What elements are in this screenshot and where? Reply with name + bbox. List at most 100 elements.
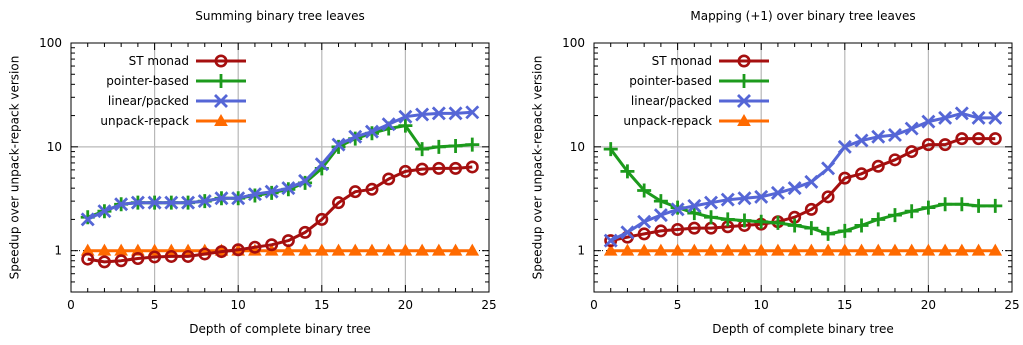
data-point <box>687 221 701 235</box>
data-point <box>905 145 919 159</box>
data-point <box>465 160 479 174</box>
data-point <box>398 243 413 256</box>
y-tick-label: 1 <box>54 244 62 258</box>
data-point <box>365 182 379 196</box>
data-point <box>888 243 902 256</box>
data-point <box>787 218 802 233</box>
data-point <box>81 252 95 266</box>
legend-item: linear/packed <box>108 94 246 108</box>
data-point <box>670 243 685 256</box>
series-line <box>610 111 996 242</box>
series-pointer-based <box>80 118 480 225</box>
data-point <box>449 161 463 175</box>
chart-title: Summing binary tree leaves <box>195 9 365 23</box>
data-point <box>988 132 1002 146</box>
data-point <box>704 210 719 225</box>
data-point <box>80 212 95 227</box>
data-point <box>247 187 262 202</box>
y-axis: 1 10 100 <box>562 36 1012 293</box>
data-point <box>148 250 162 264</box>
data-point <box>465 105 480 120</box>
data-point <box>97 204 112 219</box>
series-st-monad <box>81 160 479 269</box>
data-point <box>837 139 852 154</box>
data-point <box>415 142 430 157</box>
data-point <box>97 243 112 256</box>
x-axis-label: Depth of complete binary tree <box>712 322 894 336</box>
data-point <box>332 196 346 210</box>
legend-label: pointer-based <box>106 74 189 88</box>
legend-item: ST monad <box>129 54 246 68</box>
chart-summing: Summing binary tree leaves Depth of comp… <box>8 9 497 336</box>
data-point <box>331 137 346 152</box>
series-line <box>609 148 996 236</box>
data-point <box>855 167 869 181</box>
data-point <box>198 247 212 261</box>
data-point <box>381 243 396 256</box>
data-point <box>938 138 952 152</box>
x-tick-label: 25 <box>1004 298 1019 312</box>
x-tick-label: 0 <box>590 298 598 312</box>
data-point <box>264 184 279 199</box>
data-point <box>720 192 735 207</box>
data-point <box>432 161 446 175</box>
legend-label: ST monad <box>652 54 712 68</box>
data-point <box>737 191 752 206</box>
data-point <box>737 213 752 228</box>
x-tick-label: 25 <box>481 298 496 312</box>
data-point <box>231 243 245 257</box>
data-point <box>298 173 313 188</box>
plot-frame <box>70 42 490 293</box>
data-point <box>620 243 635 256</box>
x-axis-label: Depth of complete binary tree <box>189 322 371 336</box>
data-point <box>754 214 769 229</box>
data-point <box>921 200 936 215</box>
data-point <box>620 225 635 240</box>
data-point <box>298 243 312 256</box>
data-point <box>804 243 819 256</box>
data-point <box>837 223 852 238</box>
data-point <box>415 107 430 122</box>
data-point <box>448 106 463 121</box>
data-point <box>348 129 363 144</box>
data-point <box>720 243 735 256</box>
legend-item: ST monad <box>652 54 769 68</box>
data-point <box>787 243 802 256</box>
series-unpack-repack <box>603 243 1003 256</box>
y-tick-label: 100 <box>562 36 585 50</box>
x-tick-label: 15 <box>314 298 329 312</box>
data-point <box>938 110 953 125</box>
data-point <box>804 174 819 189</box>
data-point <box>315 212 329 226</box>
data-point <box>887 208 902 223</box>
data-point <box>382 172 396 186</box>
legend-label: unpack-repack <box>100 114 189 128</box>
data-point <box>314 243 329 256</box>
data-point <box>637 227 651 241</box>
data-point <box>147 195 162 210</box>
x-tick-label: 5 <box>674 298 682 312</box>
data-point <box>603 142 618 157</box>
data-point <box>298 225 312 239</box>
legend-item: unpack-repack <box>623 113 769 128</box>
data-point <box>114 197 129 212</box>
data-point <box>938 197 953 212</box>
data-point <box>164 195 179 210</box>
data-point <box>465 137 480 152</box>
data-point <box>904 204 919 219</box>
data-point <box>988 243 1003 256</box>
legend-marker <box>737 74 751 88</box>
y-tick-label: 100 <box>39 36 62 50</box>
data-point <box>771 243 785 256</box>
data-point <box>281 181 296 196</box>
series-st-monad <box>604 132 1002 248</box>
data-point <box>637 243 652 256</box>
data-point <box>653 194 668 209</box>
data-point <box>131 243 145 256</box>
data-point <box>754 189 769 204</box>
data-point <box>231 191 246 206</box>
y-axis: 1 10 100 <box>39 36 489 293</box>
data-point <box>770 185 785 200</box>
data-point <box>971 198 986 213</box>
